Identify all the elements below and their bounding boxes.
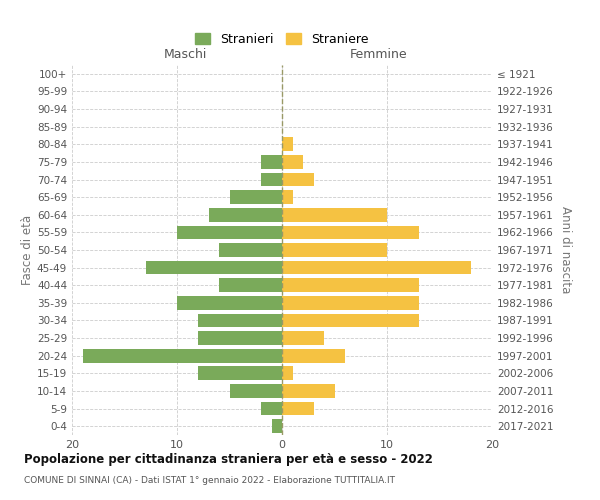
Bar: [83, 349, 282, 362]
Y-axis label: Fasce di età: Fasce di età: [21, 215, 34, 285]
Bar: [282, 331, 324, 345]
Bar: [261, 172, 282, 186]
Text: Maschi: Maschi: [164, 48, 207, 62]
Bar: [177, 226, 282, 239]
Bar: [146, 260, 282, 274]
Bar: [282, 243, 387, 257]
Bar: [282, 172, 314, 186]
Bar: [261, 402, 282, 415]
Bar: [198, 366, 282, 380]
Bar: [198, 314, 282, 328]
Bar: [177, 296, 282, 310]
Bar: [282, 155, 303, 169]
Bar: [282, 226, 419, 239]
Bar: [282, 208, 387, 222]
Bar: [282, 260, 471, 274]
Bar: [282, 314, 419, 328]
Bar: [282, 384, 335, 398]
Bar: [282, 138, 293, 151]
Bar: [282, 278, 419, 292]
Bar: [282, 296, 419, 310]
Bar: [261, 155, 282, 169]
Bar: [209, 208, 282, 222]
Bar: [282, 402, 314, 415]
Bar: [229, 190, 282, 204]
Bar: [271, 420, 282, 433]
Legend: Stranieri, Straniere: Stranieri, Straniere: [190, 28, 374, 51]
Y-axis label: Anni di nascita: Anni di nascita: [559, 206, 572, 294]
Bar: [282, 349, 345, 362]
Bar: [219, 278, 282, 292]
Text: Femmine: Femmine: [350, 48, 407, 62]
Bar: [198, 331, 282, 345]
Text: Popolazione per cittadinanza straniera per età e sesso - 2022: Popolazione per cittadinanza straniera p…: [24, 452, 433, 466]
Bar: [219, 243, 282, 257]
Bar: [229, 384, 282, 398]
Bar: [282, 190, 293, 204]
Text: COMUNE DI SINNAI (CA) - Dati ISTAT 1° gennaio 2022 - Elaborazione TUTTITALIA.IT: COMUNE DI SINNAI (CA) - Dati ISTAT 1° ge…: [24, 476, 395, 485]
Bar: [282, 366, 293, 380]
